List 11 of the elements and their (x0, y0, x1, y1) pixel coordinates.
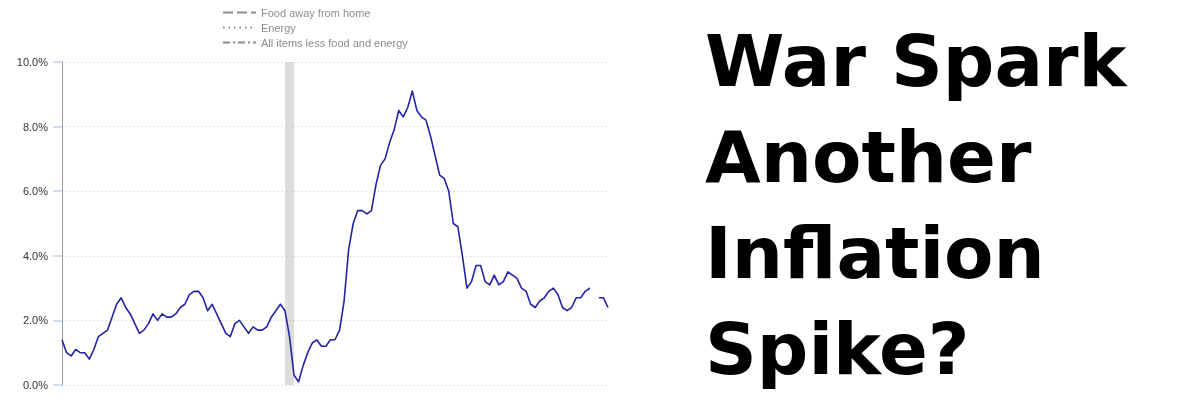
y-tick-label: 6.0% (22, 185, 49, 198)
text: War Spark Another Inflation Spike? (705, 19, 1152, 391)
y-tick-label: 8.0% (22, 120, 49, 133)
y-tick-label: 2.0% (22, 314, 49, 327)
y-tick-label: 0.0% (22, 379, 49, 391)
line-series (61, 90, 609, 383)
legend-label: All items less food and energy (261, 36, 409, 49)
legend-label: Energy (261, 21, 297, 34)
y-tick-label: 10.0% (16, 56, 49, 68)
y-tick-label: 4.0% (22, 249, 49, 262)
legend-label: Food away from home (261, 6, 371, 19)
